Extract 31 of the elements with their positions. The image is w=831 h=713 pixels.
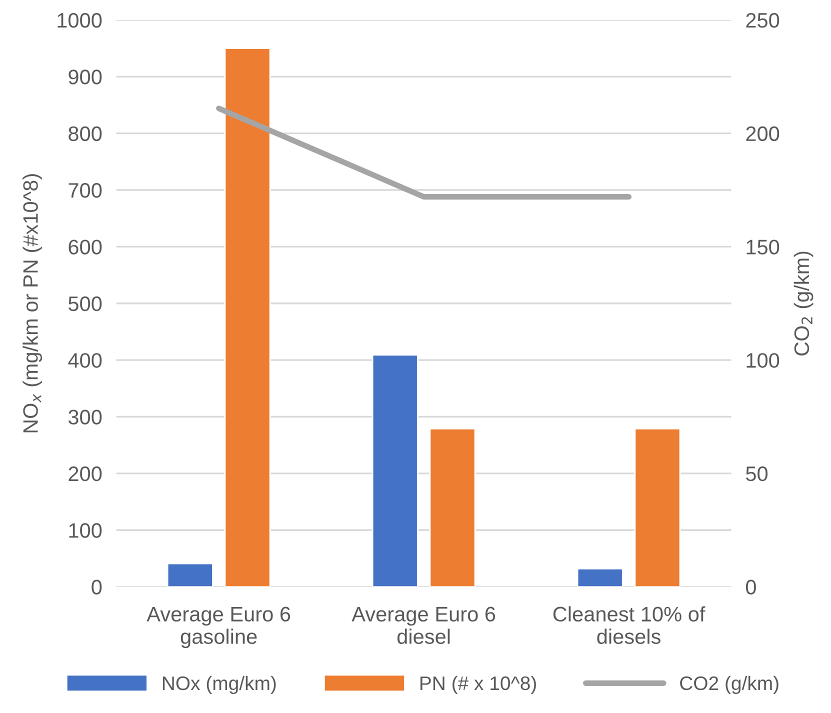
legend-label: NOx (mg/km) <box>162 676 276 694</box>
y-tick-label: 500 <box>68 296 102 312</box>
x-tick-label: Average Euro 6 gasoline <box>146 606 290 648</box>
y-tick-label: 100 <box>69 523 102 538</box>
y-tick-label: 0 <box>92 580 102 595</box>
y-tick-label: 600 <box>68 240 102 254</box>
y-tick-label: 300 <box>68 410 102 424</box>
bar <box>576 568 624 587</box>
y2-tick-label: 250 <box>746 12 780 28</box>
y-tick-label: 700 <box>68 183 102 198</box>
y2-axis-title: CO$_{2}$ (g/km) <box>794 252 814 356</box>
y-axis-title: NO$_{x}$ (mg/km or PN (#x10^8) <box>22 174 42 432</box>
y-tick-label: 200 <box>68 466 102 482</box>
legend-label: PN (# x 10^8) <box>420 676 536 694</box>
y-tick-label: 800 <box>68 126 102 142</box>
y2-tick-label: 50 <box>746 466 768 482</box>
y2-tick-label: 0 <box>746 580 756 595</box>
y2-tick-label: 150 <box>746 240 780 254</box>
y-tick-label: 1000 <box>58 12 102 28</box>
y-tick-label: 400 <box>68 353 102 368</box>
legend-label: CO2 (g/km) <box>680 676 778 694</box>
y2-tick-label: 200 <box>746 126 780 142</box>
x-tick-label: Cleanest 10% of diesels <box>553 606 706 644</box>
y-tick-label: 900 <box>68 70 102 84</box>
x-tick-label: Average Euro 6 diesel <box>352 606 496 644</box>
bar <box>634 428 681 587</box>
bar <box>429 428 476 587</box>
y2-tick-label: 100 <box>746 353 780 368</box>
bar <box>224 48 271 587</box>
bar <box>166 562 214 587</box>
bar <box>372 354 418 587</box>
